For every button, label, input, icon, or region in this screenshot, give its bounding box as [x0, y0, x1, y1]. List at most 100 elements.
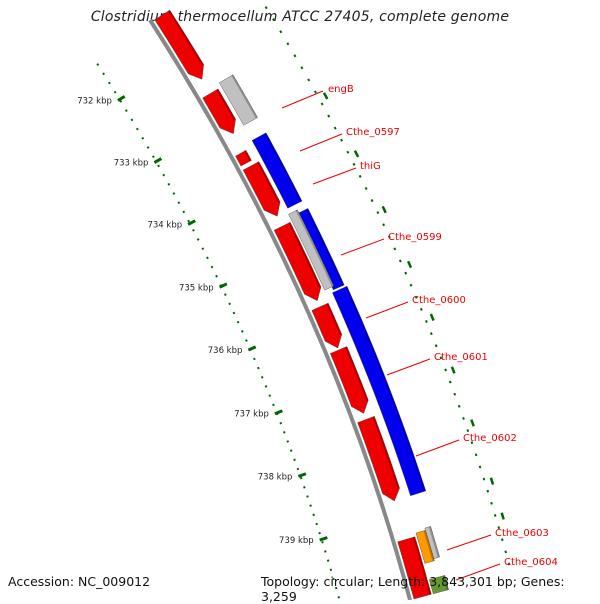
ring-dot: [340, 138, 343, 142]
ring-dot: [478, 465, 482, 469]
kbp-tick: [153, 157, 163, 164]
scale-dot: [232, 311, 236, 315]
kbp-tick-label: 737 kbp: [234, 410, 269, 420]
kbp-tick: [218, 282, 228, 289]
scale-dot: [289, 449, 293, 452]
scale-dot: [260, 375, 264, 379]
gene-feature: [202, 88, 236, 134]
kbp-tick: [319, 536, 328, 542]
ring-dash: [500, 512, 505, 520]
ring-dot: [346, 150, 350, 154]
ring-dot: [504, 550, 507, 554]
gene-label: Cthe_0603: [495, 528, 549, 539]
scale-dot: [253, 357, 256, 361]
scale-dot: [96, 63, 100, 66]
ring-dot: [425, 320, 428, 323]
gene-label-leader: [365, 301, 409, 319]
genome-backbone: [148, 18, 412, 600]
gene-label-leader: [415, 439, 460, 457]
gene-label: Cthe_0602: [463, 433, 517, 444]
ring-dash: [489, 477, 495, 485]
scale-dot: [210, 265, 214, 269]
scale-dot: [113, 90, 117, 94]
ring-dot: [493, 513, 497, 517]
ring-dot: [490, 501, 493, 505]
scale-dot: [312, 513, 315, 517]
ring-dot: [462, 416, 465, 420]
gene-label: engB: [328, 84, 354, 95]
scale-dot: [299, 476, 303, 480]
scale-dot: [306, 495, 309, 498]
kbp-tick: [187, 219, 196, 226]
scale-dot: [268, 394, 272, 397]
gene-label-leader: [312, 167, 357, 185]
scale-dot: [157, 164, 160, 168]
scale-dot: [318, 531, 321, 535]
scale-dot: [172, 192, 176, 195]
ring-dot: [327, 114, 331, 118]
ring-dot: [444, 368, 448, 372]
kbp-tick-label: 733 kbp: [114, 159, 149, 169]
orf-feature: [251, 132, 303, 209]
other-feature: [424, 526, 440, 559]
orf-feature-shade: [306, 208, 345, 286]
gene-label-leader: [446, 534, 492, 551]
gene-feature-shade: [413, 536, 432, 595]
ring-dash: [322, 92, 329, 100]
scale-dot: [321, 541, 324, 544]
ring-dash: [381, 205, 387, 214]
other-feature: [218, 74, 258, 126]
scale-dot: [152, 155, 155, 159]
ring-dot: [507, 562, 511, 566]
scale-dot: [141, 136, 145, 140]
gene-feature-shade: [168, 10, 204, 66]
scale-dot: [224, 293, 227, 296]
gene-label-leader: [299, 133, 343, 152]
accession-text: Accession: NC_009012: [8, 574, 151, 589]
gene-label-leader: [281, 90, 324, 109]
ring-dot: [474, 453, 478, 457]
ring-dash: [406, 260, 413, 269]
ring-dot: [500, 538, 504, 542]
scale-dot: [167, 182, 171, 186]
ring-dot: [393, 247, 397, 251]
scale-dot: [296, 467, 300, 471]
gene-feature: [154, 9, 204, 80]
kbp-tick-label: 739 kbp: [279, 536, 314, 546]
scale-dot: [329, 568, 333, 572]
scale-dot: [196, 238, 200, 241]
ring-dot: [439, 356, 443, 360]
scale-dot: [177, 201, 181, 205]
ring-dot: [293, 54, 297, 58]
ring-dash: [429, 313, 435, 321]
scale-dot: [332, 577, 335, 581]
kbp-tick-label: 738 kbp: [258, 472, 293, 482]
gene-feature: [357, 416, 400, 502]
ring-dot: [486, 489, 490, 493]
kbp-tick: [117, 95, 126, 102]
ring-dot: [419, 307, 423, 311]
gene-feature: [397, 536, 432, 600]
ring-dot: [370, 199, 374, 203]
gene-feature-shade: [345, 346, 369, 401]
gene-feature: [242, 161, 281, 217]
gene-label: thiG: [360, 161, 381, 172]
kbp-tick-label: 735 kbp: [179, 283, 214, 293]
ring-dot: [376, 211, 380, 215]
scale-dot: [228, 302, 231, 306]
ring-dot: [457, 404, 461, 408]
gene-feature-shade: [244, 150, 252, 162]
gene-feature: [235, 150, 252, 167]
gene-label-leader: [455, 563, 501, 581]
ring-dot: [434, 344, 438, 348]
gene-labels: engB Cthe_0597 thiG Cthe_0599 Cthe_0600 Cthe_…: [281, 84, 558, 581]
gene-feature: [273, 221, 322, 301]
ring-dash: [450, 366, 456, 374]
annotation-rings: [264, 6, 511, 566]
ring-dot: [307, 78, 311, 82]
gene-feature: [311, 302, 343, 349]
gene-feature-shade: [288, 222, 321, 288]
scale-dot: [130, 118, 134, 122]
scale-dot: [124, 109, 128, 113]
ring-dot: [409, 283, 413, 287]
